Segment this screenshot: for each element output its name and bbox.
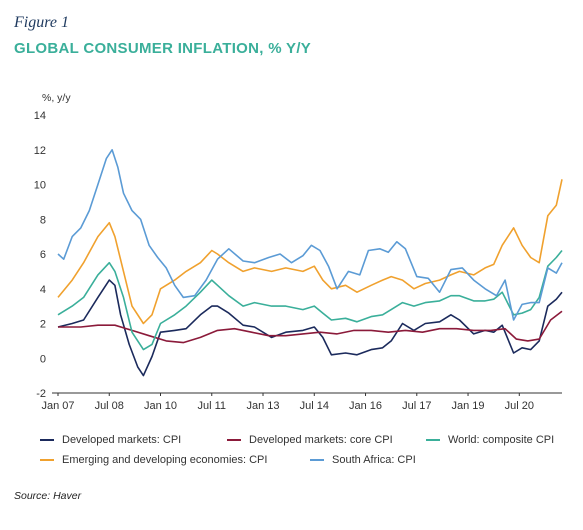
legend-swatch: [227, 438, 241, 442]
x-axis: Jan 07 Jul 08 Jan 10 Jul 11 Jan 13 Jul 14 Jan …: [41, 393, 534, 412]
series-line-3: [57, 179, 563, 325]
figure-label: Figure 1: [14, 14, 69, 31]
legend-item-sa-cpi: South Africa: CPI: [310, 454, 416, 466]
series-line-4: [57, 149, 563, 321]
legend-label: Developed markets: CPI: [62, 434, 182, 446]
legend-swatch: [310, 458, 324, 462]
y-tick-label: -2: [36, 388, 46, 400]
x-tick-label: Jan 10: [144, 400, 177, 412]
x-tick-label: Jan 19: [452, 400, 485, 412]
legend-item-dm-core-cpi: Developed markets: core CPI: [227, 434, 393, 446]
series-line-1: [58, 310, 563, 344]
y-tick-label: 12: [34, 145, 46, 157]
y-axis-label: %, y/y: [42, 92, 71, 104]
x-tick-label: Jul 08: [95, 400, 124, 412]
x-tick-label: Jul 14: [300, 400, 329, 412]
y-tick-label: 4: [40, 284, 46, 296]
y-tick-label: 0: [40, 353, 46, 365]
source-note: Source: Haver: [14, 490, 82, 502]
legend-swatch: [40, 438, 54, 442]
y-tick-label: 8: [40, 214, 46, 226]
y-tick-label: 6: [40, 249, 46, 261]
legend-swatch: [426, 438, 440, 442]
y-tick-label: 2: [40, 319, 46, 331]
series-line-2: [57, 249, 563, 351]
legend-label: South Africa: CPI: [332, 454, 416, 466]
legend-item-dm-cpi: Developed markets: CPI: [40, 434, 181, 446]
x-tick-label: Jan 16: [349, 400, 382, 412]
legend-swatch: [40, 458, 54, 462]
x-tick-label: Jan 07: [41, 400, 74, 412]
x-tick-label: Jul 17: [402, 400, 431, 412]
legend-label: Emerging and developing economies: CPI: [62, 454, 268, 466]
y-tick-label: 10: [34, 180, 46, 192]
legend-item-world-cpi: World: composite CPI: [426, 434, 554, 446]
legend-label: Developed markets: core CPI: [249, 434, 393, 446]
x-tick-label: Jul 11: [197, 400, 226, 412]
series-line-0: [57, 279, 563, 377]
chart-title: GLOBAL CONSUMER INFLATION, % Y/Y: [14, 40, 312, 57]
y-tick-label: 14: [34, 110, 46, 122]
x-tick-label: Jul 20: [505, 400, 534, 412]
series-lines: [57, 149, 563, 377]
legend-item-em-cpi: Emerging and developing economies: CPI: [40, 454, 267, 466]
legend: Developed markets: CPI Developed markets…: [40, 434, 580, 474]
legend-label: World: composite CPI: [448, 434, 555, 446]
y-axis: -2 0 2 4 6 8 10 12 14: [34, 110, 46, 400]
x-tick-label: Jan 13: [247, 400, 280, 412]
